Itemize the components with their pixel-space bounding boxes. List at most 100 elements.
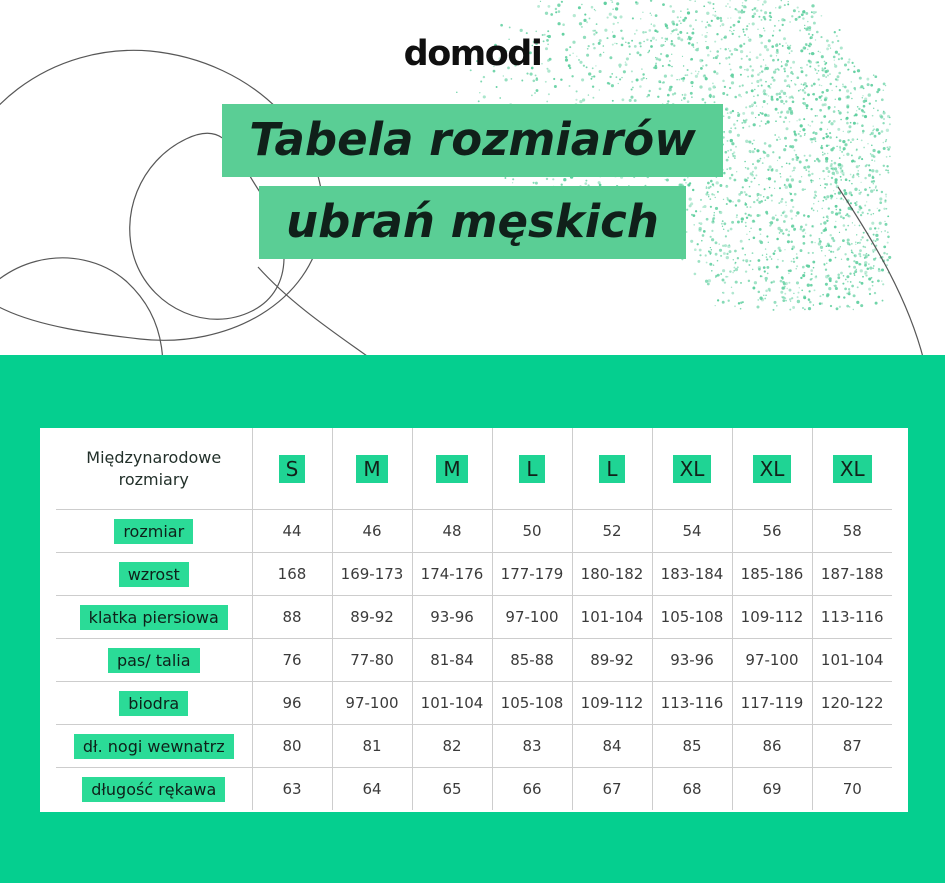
size-badge: L (519, 454, 545, 483)
value-cell: 113-116 (651, 681, 733, 725)
row-label-cell: rozmiar (56, 509, 253, 553)
value-cell: 105-108 (651, 595, 733, 639)
table-header-row: Międzynarodowe rozmiary S M M L L XL XL XL (56, 428, 892, 510)
value-cell: 169-173 (331, 552, 413, 596)
value-cell: 69 (731, 767, 813, 810)
table-row: wzrost 168 169-173 174-176 177-179 180-182 183… (56, 552, 892, 596)
curve-below-title (257, 266, 374, 360)
value-cell: 87 (811, 724, 892, 768)
value-cell: 93-96 (411, 595, 493, 639)
size-table-card: Międzynarodowe rozmiary S M M L L XL XL XL rozm… (40, 428, 908, 812)
value-cell: 93-96 (651, 638, 733, 682)
size-header-cell: M (411, 428, 493, 510)
row-label-cell: długość rękawa (56, 767, 253, 810)
value-cell: 81-84 (411, 638, 493, 682)
value-cell: 44 (251, 509, 333, 553)
size-header-cell: XL (811, 428, 892, 510)
page-title: Tabela rozmiarów ubrań męskich (0, 104, 945, 259)
value-cell: 88 (251, 595, 333, 639)
value-cell: 89-92 (331, 595, 413, 639)
value-cell: 50 (491, 509, 573, 553)
value-cell: 120-122 (811, 681, 892, 725)
row-label-cell: klatka piersiowa (56, 595, 253, 639)
value-cell: 80 (251, 724, 333, 768)
value-cell: 66 (491, 767, 573, 810)
row-label-highlight: klatka piersiowa (79, 604, 228, 630)
value-cell: 68 (651, 767, 733, 810)
value-cell: 101-104 (571, 595, 653, 639)
value-cell: 81 (331, 724, 413, 768)
value-cell: 76 (251, 638, 333, 682)
value-cell: 83 (491, 724, 573, 768)
header-label-cell: Międzynarodowe rozmiary (56, 428, 253, 510)
value-cell: 48 (411, 509, 493, 553)
row-label-cell: biodra (56, 681, 253, 725)
value-cell: 77-80 (331, 638, 413, 682)
value-cell: 70 (811, 767, 892, 810)
value-cell: 52 (571, 509, 653, 553)
value-cell: 113-116 (811, 595, 892, 639)
value-cell: 96 (251, 681, 333, 725)
value-cell: 67 (571, 767, 653, 810)
table-row: pas/ talia 76 77-80 81-84 85-88 89-92 93-96 97-… (56, 638, 892, 682)
value-cell: 168 (251, 552, 333, 596)
table-row: długość rękawa 63 64 65 66 67 68 69 70 (56, 767, 892, 810)
value-cell: 54 (651, 509, 733, 553)
value-cell: 85-88 (491, 638, 573, 682)
value-cell: 46 (331, 509, 413, 553)
title-line-2: ubrań męskich (259, 186, 686, 259)
size-badge: M (436, 454, 468, 483)
title-line-1: Tabela rozmiarów (222, 104, 723, 177)
size-table: Międzynarodowe rozmiary S M M L L XL XL XL rozm… (56, 428, 892, 810)
value-cell: 97-100 (731, 638, 813, 682)
value-cell: 187-188 (811, 552, 892, 596)
size-badge: XL (832, 454, 872, 483)
value-cell: 82 (411, 724, 493, 768)
value-cell: 85 (651, 724, 733, 768)
table-row: dł. nogi wewnatrz 80 81 82 83 84 85 86 87 (56, 724, 892, 768)
value-cell: 89-92 (571, 638, 653, 682)
value-cell: 97-100 (491, 595, 573, 639)
value-cell: 177-179 (491, 552, 573, 596)
size-header-cell: XL (651, 428, 733, 510)
row-label-highlight: rozmiar (114, 518, 194, 544)
value-cell: 86 (731, 724, 813, 768)
table-row: klatka piersiowa 88 89-92 93-96 97-100 101-10… (56, 595, 892, 639)
table-row: rozmiar 44 46 48 50 52 54 56 58 (56, 509, 892, 553)
row-label-cell: pas/ talia (56, 638, 253, 682)
value-cell: 97-100 (331, 681, 413, 725)
value-cell: 117-119 (731, 681, 813, 725)
size-badge: M (356, 454, 388, 483)
row-label-highlight: długość rękawa (82, 776, 226, 802)
value-cell: 105-108 (491, 681, 573, 725)
value-cell: 65 (411, 767, 493, 810)
size-badge: XL (672, 454, 712, 483)
value-cell: 101-104 (811, 638, 892, 682)
value-cell: 183-184 (651, 552, 733, 596)
row-label-highlight: wzrost (118, 561, 189, 587)
size-badge: S (278, 454, 306, 483)
table-row: biodra 96 97-100 101-104 105-108 109-112 113-1… (56, 681, 892, 725)
row-label-highlight: biodra (119, 690, 189, 716)
value-cell: 109-112 (731, 595, 813, 639)
value-cell: 185-186 (731, 552, 813, 596)
row-label-cell: wzrost (56, 552, 253, 596)
value-cell: 180-182 (571, 552, 653, 596)
value-cell: 56 (731, 509, 813, 553)
value-cell: 109-112 (571, 681, 653, 725)
value-cell: 63 (251, 767, 333, 810)
size-header-cell: L (571, 428, 653, 510)
row-label-cell: dł. nogi wewnatrz (56, 724, 253, 768)
row-label-highlight: dł. nogi wewnatrz (73, 733, 234, 759)
size-header-cell: L (491, 428, 573, 510)
size-header-cell: S (251, 428, 333, 510)
value-cell: 58 (811, 509, 892, 553)
blob-outline-lower-left (0, 257, 164, 360)
value-cell: 64 (331, 767, 413, 810)
value-cell: 101-104 (411, 681, 493, 725)
size-header-cell: M (331, 428, 413, 510)
size-badge: L (599, 454, 625, 483)
value-cell: 84 (571, 724, 653, 768)
logo-domodi: domodi (403, 34, 543, 74)
